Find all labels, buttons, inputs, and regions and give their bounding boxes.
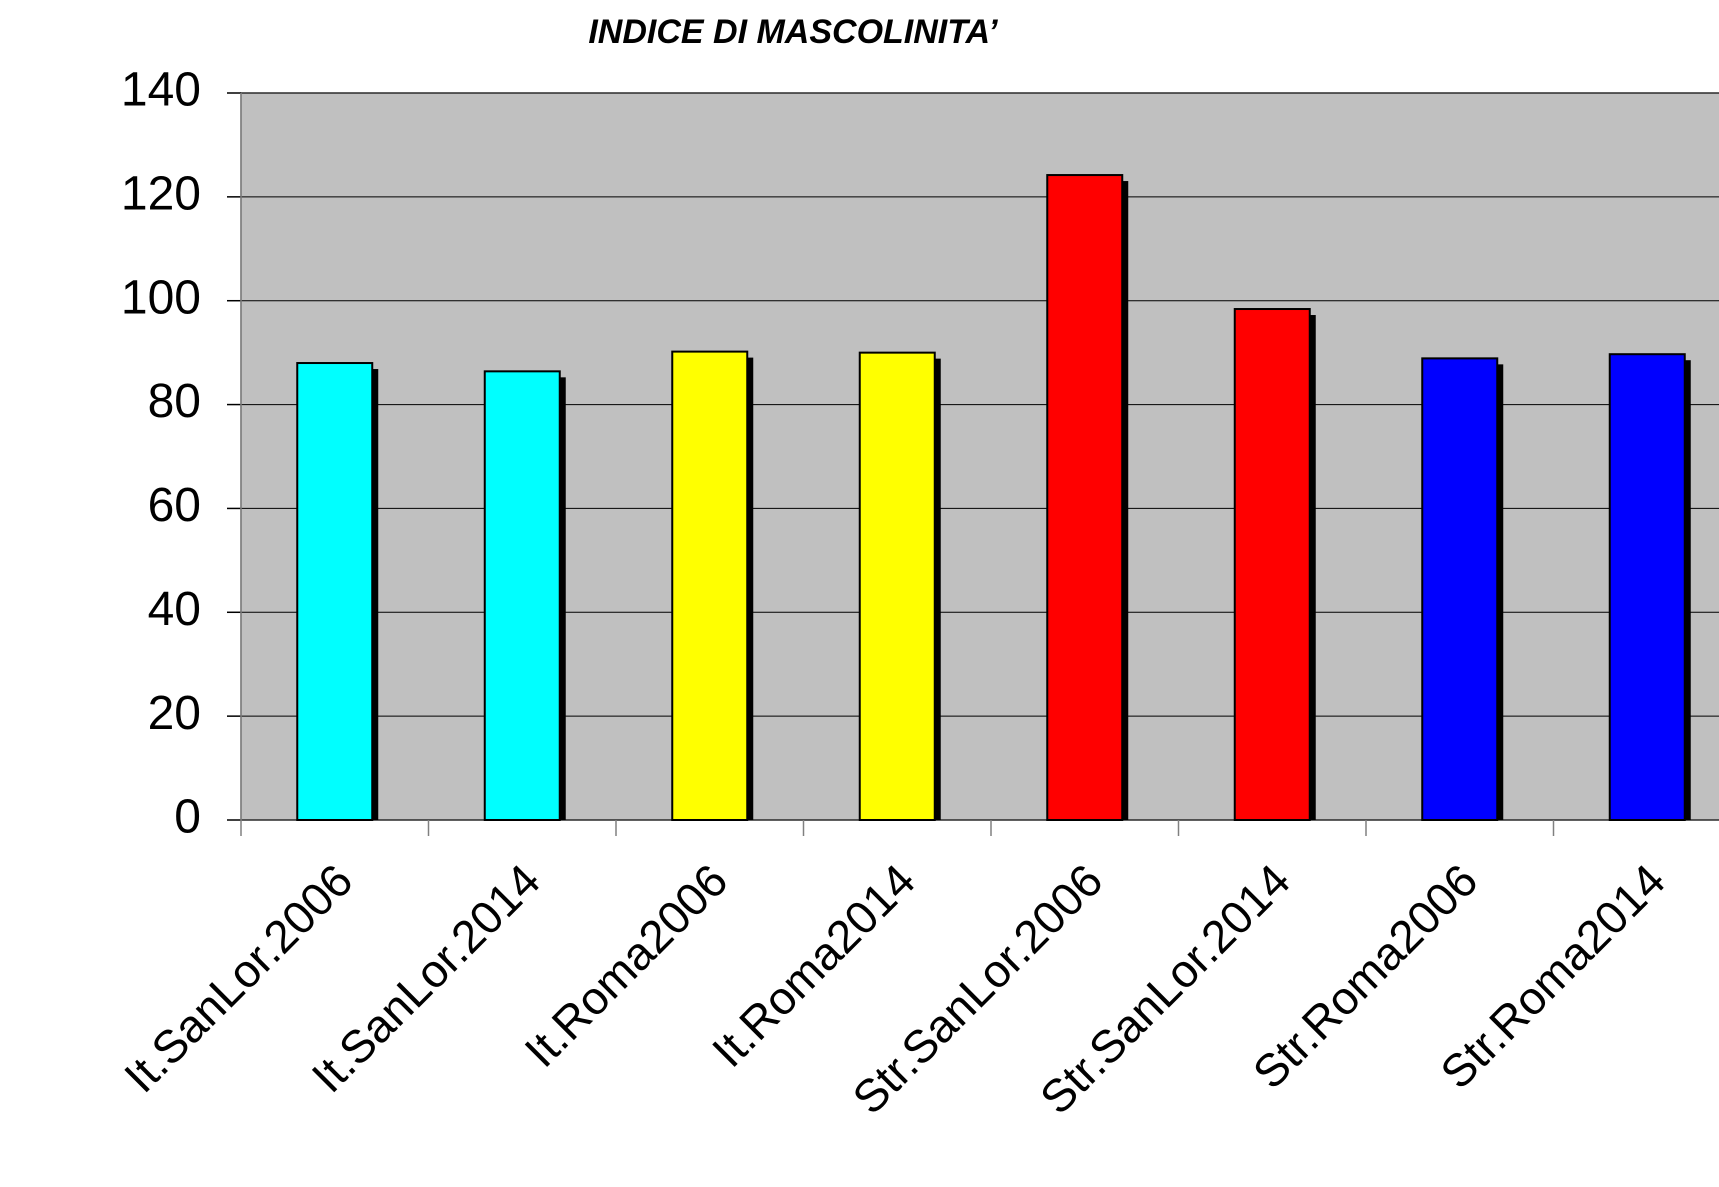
y-tick-label: 100 xyxy=(121,271,201,324)
y-tick-label: 60 xyxy=(148,479,201,532)
bar xyxy=(1421,357,1499,821)
chart-title: INDICE DI MASCOLINITA’ xyxy=(588,13,998,51)
y-tick-label: 140 xyxy=(121,64,201,117)
bar xyxy=(296,362,374,821)
bar xyxy=(858,351,936,821)
bar xyxy=(1608,353,1686,821)
y-tick-label: 20 xyxy=(148,687,201,740)
y-tick-label: 80 xyxy=(148,375,201,428)
y-tick-label: 0 xyxy=(174,791,201,844)
y-tick-label: 40 xyxy=(148,583,201,636)
bar xyxy=(1233,308,1311,821)
bar xyxy=(671,350,749,821)
bar xyxy=(483,370,561,821)
y-tick-label: 120 xyxy=(121,168,201,221)
bar xyxy=(1046,174,1124,822)
